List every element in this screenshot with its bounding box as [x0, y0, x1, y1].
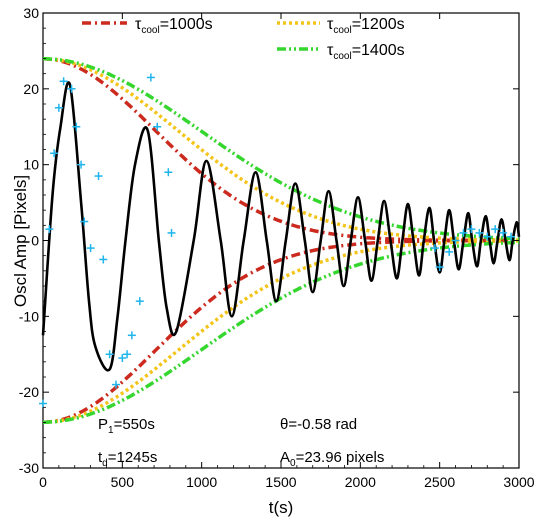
envelope-tau-1000-lower — [42, 238, 519, 424]
annotation-period: P1=550s — [98, 416, 155, 436]
envelope-tau-1400-lower — [43, 240, 520, 424]
data-point-marker — [54, 103, 63, 112]
envelope-tau-1200-upper — [42, 57, 519, 242]
data-point-marker — [167, 228, 176, 237]
legend-entry-tau-1400: τcool=1400s — [277, 42, 405, 62]
legend-entry-tau-1000: τcool=1000s — [82, 16, 213, 36]
data-point-marker — [491, 225, 500, 234]
data-point-marker — [483, 232, 492, 241]
x-tick-label: 3000 — [503, 474, 534, 490]
envelope-tau-1400-upper — [43, 57, 520, 241]
data-point-marker — [146, 73, 155, 82]
data-point-marker — [451, 236, 460, 245]
curves-layer — [39, 57, 521, 424]
data-point-marker — [507, 232, 516, 241]
annotation-phase: θ=-0.58 rad — [280, 416, 357, 433]
y-tick-label: -10 — [19, 308, 39, 324]
data-point-marker — [123, 350, 132, 359]
legend-label-tau-1400: τcool=1400s — [327, 42, 405, 62]
data-point-marker — [459, 228, 468, 237]
data-point-marker — [105, 350, 114, 359]
x-tick-label: 1000 — [186, 474, 217, 490]
data-point-marker — [67, 84, 76, 93]
data-point-marker — [86, 244, 95, 253]
y-tick-label: -20 — [19, 384, 39, 400]
x-tick-label: 0 — [39, 474, 47, 490]
y-tick-label: -30 — [19, 460, 39, 476]
annotations: P1=550s td=1245s θ=-0.58 rad A0=23.96 pi… — [98, 416, 384, 469]
x-axis-title: t(s) — [269, 498, 294, 517]
envelope-tau-1000-upper — [42, 57, 519, 243]
data-point-marker — [118, 354, 127, 363]
data-point-marker — [94, 172, 103, 181]
data-point-marker — [153, 122, 162, 131]
legend: τcool=1000s τcool=1200s τcool=1400s — [82, 16, 405, 62]
data-point-marker — [467, 225, 476, 234]
data-point-marker — [50, 149, 59, 158]
y-tick-label: 30 — [23, 5, 39, 21]
legend-label-tau-1000: τcool=1000s — [135, 16, 213, 36]
data-point-marker — [499, 228, 508, 237]
data-point-marker — [164, 168, 173, 177]
data-point-marker — [39, 399, 47, 408]
data-point-marker — [445, 247, 454, 256]
annotation-amplitude: A0=23.96 pixels — [280, 449, 384, 469]
y-axis-title: Oscl Amp [Pixels] — [11, 175, 30, 307]
x-tick-label: 2500 — [424, 474, 455, 490]
y-tick-label: 10 — [23, 157, 39, 173]
data-point-marker — [77, 160, 86, 169]
data-point-marker — [59, 77, 68, 86]
y-tick-label: 0 — [31, 233, 39, 249]
x-tick-label: 1500 — [265, 474, 296, 490]
oscillation-curve — [41, 81, 521, 372]
x-tick-label: 500 — [111, 474, 135, 490]
data-point-marker — [435, 263, 444, 272]
data-point-marker — [72, 122, 81, 131]
legend-entry-tau-1200: τcool=1200s — [277, 16, 405, 36]
data-point-marker — [80, 217, 89, 226]
data-point-marker — [135, 297, 144, 306]
data-point-marker — [475, 228, 484, 237]
data-point-marker — [430, 244, 439, 253]
data-point-marker — [111, 380, 120, 389]
y-tick-label: 20 — [23, 81, 39, 97]
data-point-marker — [99, 255, 108, 264]
annotation-damping-time: td=1245s — [98, 449, 157, 469]
ticks-layer: 0 500 1000 1500 2000 2500 3000 -30 -20 -10 0 10 20 30 — [19, 5, 535, 490]
data-point-marker — [127, 331, 136, 340]
envelope-tau-1200-lower — [42, 239, 519, 424]
data-point-marker — [45, 225, 54, 234]
x-tick-label: 2000 — [345, 474, 376, 490]
legend-label-tau-1200: τcool=1200s — [327, 16, 405, 36]
